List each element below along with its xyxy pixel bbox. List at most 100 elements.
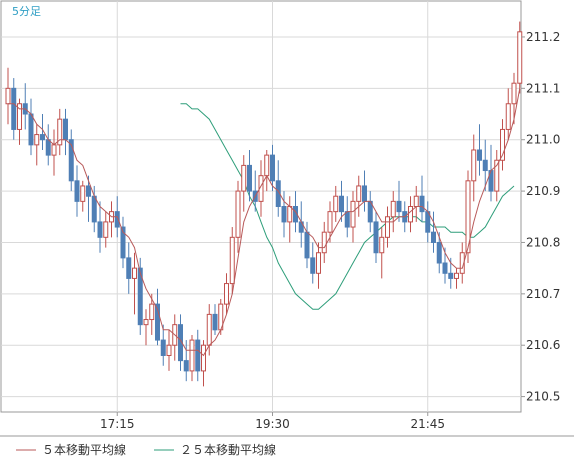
candle-body (195, 339, 201, 372)
candle-body (344, 211, 350, 228)
candle (86, 175, 91, 222)
candle (247, 149, 252, 202)
candle-body (304, 231, 310, 259)
candle-body (511, 82, 517, 105)
y-tick-label: 211.2 (526, 30, 560, 44)
candle (373, 211, 379, 264)
candle (229, 227, 235, 294)
candle (195, 329, 201, 382)
candle (17, 98, 22, 145)
candle-body (201, 344, 206, 372)
candle-body (103, 221, 109, 238)
candle (321, 221, 327, 264)
candle (160, 324, 166, 366)
candle (505, 88, 511, 140)
candle-body (5, 87, 11, 105)
ma25-line (180, 103, 515, 310)
candle-body (339, 195, 344, 213)
y-axis: 211.2 211.1 211.0 210.9 210.8 210.7 210.6 210.5 (521, 30, 560, 404)
legend: ５本移動平均線 ２５本移動平均線 (16, 442, 276, 457)
ma25-layer (180, 103, 515, 310)
y-tick-label: 210.6 (526, 338, 560, 352)
candle-body (224, 283, 229, 305)
candle (482, 139, 488, 192)
candle-body (270, 154, 275, 182)
candle-body (57, 118, 63, 146)
candle (189, 334, 195, 382)
ma5-line (8, 88, 521, 357)
candle-body (494, 159, 500, 192)
candle (103, 211, 109, 248)
candle-body (379, 236, 385, 254)
candle (270, 144, 275, 192)
candle-body (137, 267, 143, 326)
candle (235, 180, 241, 253)
candle-body (120, 226, 126, 259)
candle (68, 129, 74, 192)
candle (431, 211, 436, 253)
candle (57, 108, 63, 156)
candle (137, 257, 143, 335)
period-label: 5分足 (12, 5, 41, 18)
candle-body (97, 221, 103, 238)
candle-body (132, 267, 137, 279)
x-tick-label: 21:45 (410, 417, 445, 431)
candle-body (287, 206, 293, 223)
candle-body (442, 262, 448, 274)
candle (11, 78, 17, 140)
candle-body (166, 344, 172, 356)
candle (40, 114, 45, 150)
candle (80, 180, 86, 212)
y-tick-label: 211.1 (526, 81, 560, 95)
candle-body (281, 206, 287, 223)
candle (500, 119, 505, 171)
candle-body (11, 87, 17, 130)
candle-body (350, 200, 356, 228)
candle (385, 206, 390, 248)
candle-body (419, 195, 425, 213)
candle (356, 175, 362, 217)
candle (511, 72, 517, 125)
candle-body (258, 175, 264, 202)
candle-body (321, 231, 327, 254)
candle-body (189, 339, 195, 372)
candle (281, 191, 287, 238)
candle-body (86, 185, 91, 197)
candle-body (80, 185, 86, 202)
candle-body (51, 144, 57, 156)
candle (149, 293, 155, 335)
candle (494, 149, 500, 202)
candle-body (155, 303, 160, 341)
candle-body (28, 113, 34, 146)
candle-body (229, 236, 235, 285)
candle-body (327, 211, 333, 233)
candle-body (316, 252, 321, 274)
candle (327, 201, 333, 243)
x-tick-label: 17:15 (100, 417, 135, 431)
candle (379, 227, 385, 279)
candle-body (74, 180, 80, 202)
candle (258, 160, 264, 217)
candle (126, 242, 132, 294)
candle-body (448, 272, 454, 279)
candle-body (206, 313, 212, 346)
candle (241, 155, 247, 212)
candle-body (63, 118, 68, 141)
candle-body (396, 200, 402, 213)
candle-body (471, 149, 477, 182)
candle-body (454, 272, 459, 279)
candle-body (390, 200, 396, 218)
candle-body (500, 128, 505, 161)
candle (454, 268, 459, 289)
candle-body (45, 139, 51, 156)
candle-body (333, 195, 339, 213)
candle-body (160, 339, 166, 356)
candle (34, 124, 40, 166)
x-tick-label: 19:30 (255, 417, 290, 431)
candle-body (362, 185, 367, 202)
candle (350, 191, 356, 243)
candle-body (143, 319, 149, 326)
legend-label: ５本移動平均線 (42, 442, 126, 457)
candle-body (356, 185, 362, 202)
